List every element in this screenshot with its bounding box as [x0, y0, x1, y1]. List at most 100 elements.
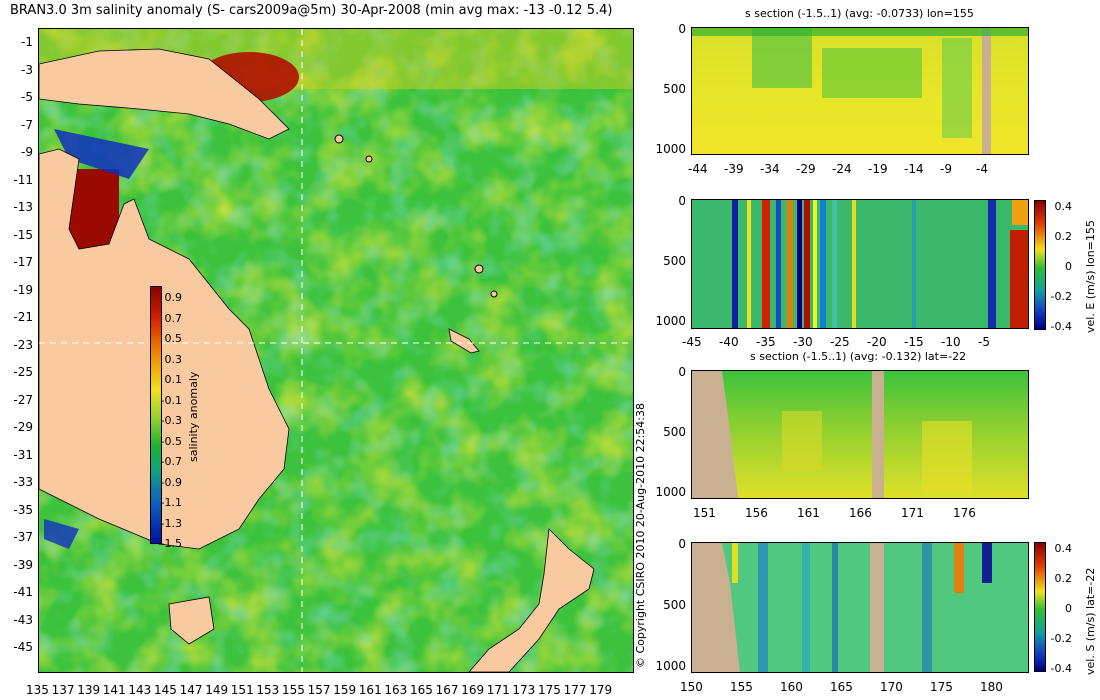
panel1-x-tick: -44	[688, 162, 708, 176]
map-y-tick: -13	[13, 200, 33, 214]
colorbar-tick: 0.7	[164, 311, 183, 325]
salinity-colorbar	[150, 286, 162, 544]
panel3-x-tick: 151	[693, 506, 716, 520]
panel4-colorbar-tick: 0.4	[1054, 542, 1073, 555]
panel3-y-tick: 0	[678, 365, 686, 379]
salinity-map[interactable]	[38, 28, 634, 673]
map-x-tick: 147	[179, 683, 203, 697]
panel1-y-tick: 1000	[655, 142, 686, 156]
map-x-tick: 155	[282, 683, 305, 697]
map-y-tick: -27	[13, 392, 33, 407]
land-new-guinea	[39, 48, 290, 140]
colorbar-tick: -0.1	[160, 393, 182, 407]
panel1-title: s section (-1.5..1) (avg: -0.0733) lon=1…	[745, 7, 974, 20]
panel4-x-tick: 165	[830, 680, 853, 694]
map-x-tick: 167	[435, 683, 459, 697]
map-y-tick: -3	[21, 62, 33, 77]
colorbar-tick: -0.5	[160, 434, 182, 448]
panel1-x-tick: -24	[832, 162, 852, 176]
panel4-colorbar-tick: -0.2	[1050, 632, 1072, 645]
map-y-tick: -23	[13, 337, 33, 352]
panel2-x-tick: -25	[830, 335, 850, 349]
map-y-tick: -41	[13, 585, 33, 599]
panel4-colorbar-label: vel. S (m/s) lat=-22	[1084, 567, 1097, 675]
colorbar-tick: -1.1	[160, 496, 182, 509]
panel1-x-tick: -19	[868, 162, 888, 176]
map-canvas	[39, 29, 633, 672]
panel4-x-tick: 175	[930, 680, 953, 694]
panel2-x-tick: -5	[978, 335, 990, 349]
colorbar-tick: -0.9	[160, 475, 182, 489]
map-x-tick: 179	[589, 683, 613, 697]
panel2-y-tick: 500	[663, 254, 686, 268]
land-new-zealand	[468, 528, 595, 672]
land-australia	[39, 148, 290, 550]
panel3-section[interactable]	[691, 370, 1029, 499]
panel2-y-tick: 1000	[655, 314, 686, 328]
map-y-tick: -1	[21, 35, 33, 49]
map-y-tick: -45	[13, 640, 33, 654]
panel2-x-tick: -30	[793, 335, 813, 349]
panel4-x-tick: 155	[730, 680, 753, 694]
panel3-x-tick: 156	[745, 506, 768, 520]
panel4-y-tick: 0	[678, 537, 686, 551]
panel2-x-tick: -35	[756, 335, 776, 349]
panel4-colorbar-tick: -0.4	[1050, 662, 1072, 675]
panel2-x-tick: -40	[719, 335, 739, 349]
panel4-x-tick: 160	[780, 680, 803, 694]
salinity-colorbar-label: salinity anomaly	[187, 371, 200, 462]
panel2-velocity-east[interactable]	[691, 199, 1029, 329]
panel1-y-tick: 500	[663, 82, 686, 96]
map-x-tick: 139	[77, 683, 101, 697]
panel2-colorbar-label: vel. E (m/s) lon=155	[1084, 220, 1097, 333]
map-y-tick: -33	[13, 475, 33, 489]
map-x-tick: 135	[26, 683, 49, 697]
map-x-tick: 157	[307, 683, 331, 697]
map-y-tick: -9	[21, 145, 33, 159]
colorbar-tick: 0.9	[164, 291, 183, 304]
panel3-x-tick: 176	[953, 506, 976, 520]
panel1-x-tick: -14	[904, 162, 924, 176]
panel1-x-tick: -34	[760, 162, 780, 176]
map-y-tick: -39	[13, 557, 33, 572]
panel2-x-tick: -20	[867, 335, 887, 349]
map-x-tick: 153	[256, 683, 280, 697]
map-y-tick: -35	[13, 502, 33, 517]
map-y-tick: -43	[13, 612, 33, 627]
map-y-tick: -29	[13, 420, 33, 434]
panel4-x-tick: 180	[980, 680, 1003, 694]
panel4-velocity-south[interactable]	[691, 542, 1029, 673]
panel2-colorbar-tick: 0.4	[1054, 200, 1073, 213]
map-y-tick: -15	[13, 227, 33, 242]
panel2-colorbar-tick: 0	[1065, 260, 1072, 273]
map-y-tick: -37	[13, 530, 33, 544]
panel1-section[interactable]	[691, 27, 1029, 155]
map-y-tick: -19	[13, 282, 33, 297]
copyright-text: © Copyright CSIRO 2010 20-Aug-2010 22:54…	[634, 402, 647, 668]
panel3-y-tick: 500	[663, 425, 686, 439]
panel4-colorbar	[1034, 542, 1046, 672]
panel4-y-tick: 1000	[655, 659, 686, 673]
panel4-colorbar-tick: 0	[1065, 602, 1072, 615]
panel3-title: s section (-1.5..1) (avg: -0.132) lat=-2…	[750, 350, 967, 363]
panel2-x-tick: -15	[904, 335, 924, 349]
panel4-y-tick: 500	[663, 598, 686, 612]
map-y-tick: -5	[21, 90, 33, 104]
map-x-tick: 169	[461, 683, 485, 697]
map-x-tick: 165	[410, 683, 433, 697]
colorbar-tick: -0.7	[160, 455, 182, 468]
map-y-tick: -17	[13, 255, 33, 269]
land-tasmania	[168, 596, 215, 645]
map-x-tick: 173	[512, 683, 536, 697]
map-x-tick: 159	[333, 683, 357, 697]
colorbar-tick: -1.3	[160, 516, 182, 530]
panel4-colorbar-tick: 0.2	[1054, 572, 1073, 585]
panel3-x-tick: 171	[901, 506, 924, 520]
map-x-tick: 143	[128, 683, 152, 697]
panel1-x-tick: -29	[796, 162, 816, 176]
panel3-x-tick: 161	[797, 506, 820, 520]
panel2-colorbar-tick: -0.2	[1050, 290, 1072, 303]
panel2-y-tick: 0	[678, 194, 686, 208]
map-x-tick: 161	[358, 683, 382, 697]
map-x-tick: 163	[384, 683, 408, 697]
